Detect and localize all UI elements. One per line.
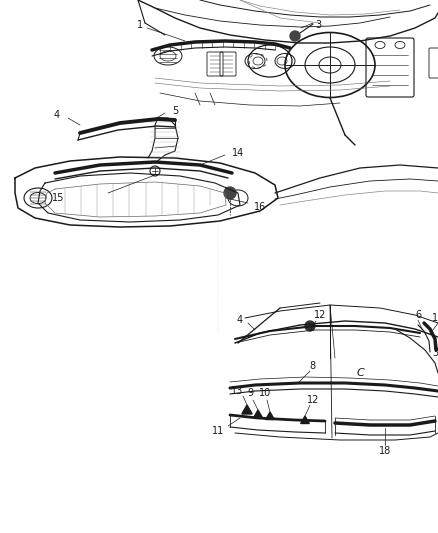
Text: 10: 10 bbox=[259, 388, 271, 398]
Text: 4: 4 bbox=[54, 110, 60, 120]
Text: 9: 9 bbox=[247, 388, 253, 398]
Text: 15: 15 bbox=[52, 193, 64, 203]
Text: 18: 18 bbox=[379, 446, 391, 456]
Text: 12: 12 bbox=[314, 310, 326, 320]
Text: 12: 12 bbox=[307, 395, 319, 405]
Text: 1: 1 bbox=[432, 313, 438, 323]
Text: 8: 8 bbox=[309, 361, 315, 371]
Text: 11: 11 bbox=[212, 426, 224, 436]
Circle shape bbox=[290, 31, 300, 41]
Text: 1: 1 bbox=[137, 20, 143, 30]
Text: C: C bbox=[356, 368, 364, 378]
Text: 5: 5 bbox=[172, 106, 178, 116]
Circle shape bbox=[224, 187, 236, 199]
Text: 3: 3 bbox=[315, 20, 321, 30]
Text: 4: 4 bbox=[237, 315, 243, 325]
Text: 13: 13 bbox=[231, 386, 243, 396]
Text: 3: 3 bbox=[432, 348, 438, 358]
Text: 6: 6 bbox=[415, 310, 421, 320]
Circle shape bbox=[305, 321, 315, 331]
Text: 16: 16 bbox=[254, 202, 266, 212]
Text: 14: 14 bbox=[232, 148, 244, 158]
